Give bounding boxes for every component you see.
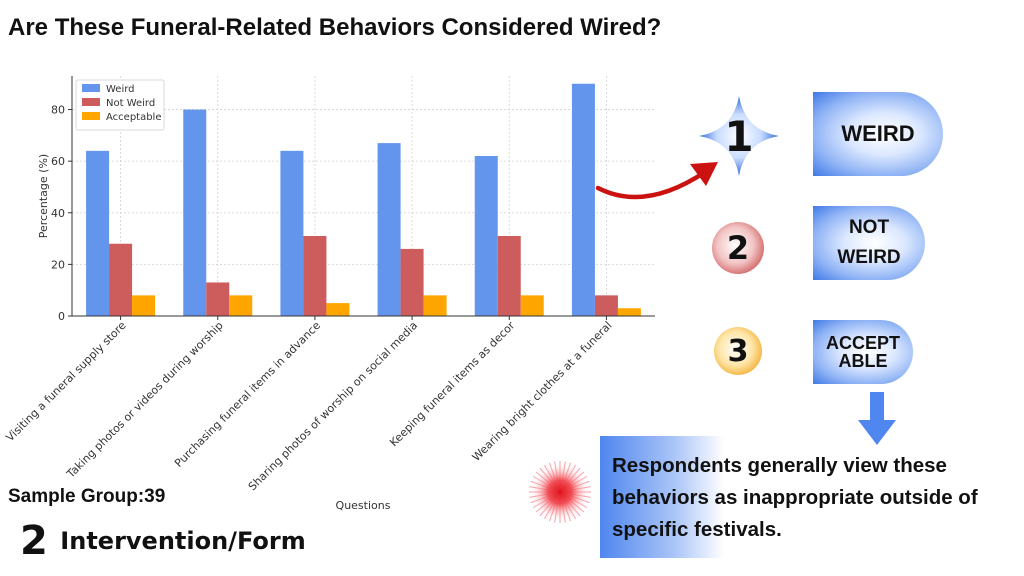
bar-weird <box>377 143 401 316</box>
y-tick-label: 20 <box>51 258 65 271</box>
y-tick-label: 60 <box>51 155 65 168</box>
bar-acceptable <box>132 295 156 316</box>
curved-arrow-icon <box>595 162 718 200</box>
option-3-pill: ACCEPT ABLE <box>813 320 913 384</box>
summary-box: Respondents generally view these behavio… <box>600 436 1024 558</box>
intervention-label: Intervention/Form <box>60 527 306 555</box>
legend-label: Not Weird <box>106 98 155 109</box>
option-1-number: 1 <box>724 111 754 161</box>
bar-weird <box>183 109 207 316</box>
y-tick-label: 80 <box>51 104 65 117</box>
x-tick-label: Sharing photos of worship on social medi… <box>246 319 420 493</box>
option-2-label-line-1: NOT <box>848 217 890 238</box>
y-tick-label: 0 <box>58 310 65 323</box>
starburst-icon <box>529 461 591 523</box>
page-title: Are These Funeral-Related Behaviors Cons… <box>8 14 662 41</box>
bar-acceptable <box>617 308 641 316</box>
intervention-heading: 2 Intervention/Form <box>20 518 306 564</box>
legend-swatch <box>82 112 100 120</box>
legend-swatch <box>82 84 100 92</box>
bar-acceptable <box>423 295 447 316</box>
option-3-badge: 3 <box>714 327 762 375</box>
y-tick-label: 40 <box>51 207 65 220</box>
bar-acceptable <box>326 303 350 316</box>
bar-not-weird <box>594 295 618 316</box>
bar-weird <box>280 150 304 316</box>
star-badge-icon <box>699 96 779 176</box>
bar-weird <box>474 156 498 316</box>
legend-label: Acceptable <box>106 112 162 123</box>
option-1-pill: WEIRD <box>813 92 943 176</box>
option-2-badge: 2 <box>712 222 764 274</box>
bar-not-weird <box>497 236 521 316</box>
y-axis-label: Percentage (%) <box>37 154 50 238</box>
option-1-label: WEIRD <box>841 121 915 146</box>
bar-not-weird <box>400 248 424 316</box>
legend-label: Weird <box>106 84 135 95</box>
option-3-label-line-2: ABLE <box>838 351 888 371</box>
x-tick-label: Taking photos or videos during worship <box>64 319 226 481</box>
option-3-label-line-1: ACCEPT <box>825 333 900 353</box>
bar-not-weird <box>109 243 133 316</box>
x-axis-label: Questions <box>336 499 391 512</box>
intervention-number: 2 <box>20 518 48 564</box>
bar-not-weird <box>303 236 327 316</box>
bar-weird <box>571 83 595 316</box>
bar-acceptable <box>229 295 253 316</box>
summary-gradient <box>600 436 724 558</box>
sample-group-label: Sample Group:39 <box>8 486 166 507</box>
option-2-label-line-2: WEIRD <box>837 247 901 268</box>
option-2-pill: NOT WEIRD <box>813 206 925 280</box>
bar-weird <box>86 150 110 316</box>
bar-acceptable <box>520 295 544 316</box>
summary-text: Respondents generally view these behavio… <box>612 454 978 541</box>
legend-swatch <box>82 98 100 106</box>
bar-not-weird <box>206 282 230 316</box>
down-arrow-icon <box>858 392 896 445</box>
